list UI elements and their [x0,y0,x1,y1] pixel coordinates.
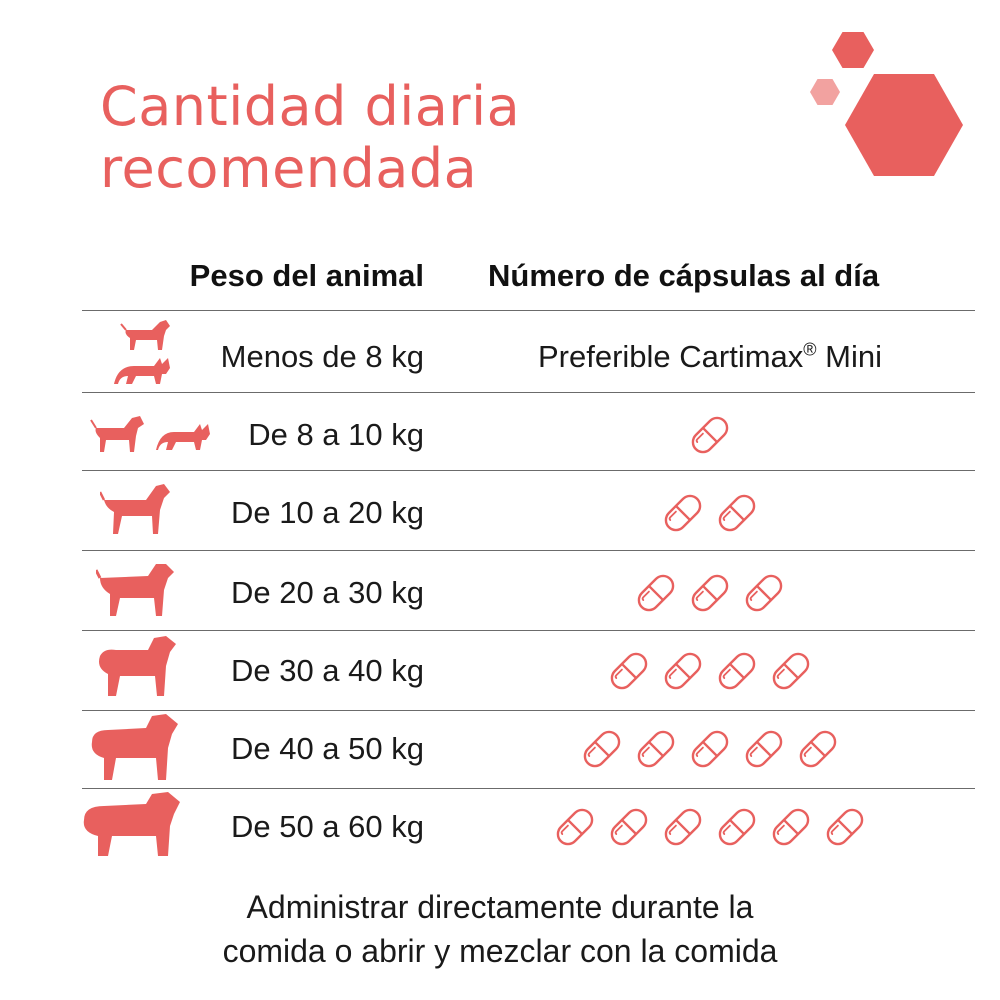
cat-icon [114,358,170,384]
capsule-icon [799,730,837,768]
header-capsules: Número de cápsulas al día [488,258,880,293]
cat-icon [156,424,210,450]
weight-label: Menos de 8 kg [220,339,424,374]
hexagon-small-icon [832,32,874,68]
capsule-icon [745,730,783,768]
medium-dog-icon [100,484,170,534]
weight-label: De 30 a 40 kg [230,653,424,688]
dose-text-main: Preferible Cartimax [537,339,804,374]
row-rule [82,710,975,711]
capsule-icon [664,652,702,690]
animal-icons [80,788,190,866]
large-dog-icon [99,636,176,696]
animal-icons [80,632,190,710]
table-row: De 50 a 60 kg [0,788,1000,866]
registered-mark: ® [803,339,817,360]
row-rule [82,788,975,789]
giant-dog-icon [83,792,180,856]
large-dog-icon [91,714,178,780]
row-rule [82,550,975,551]
row-rule [82,630,975,631]
capsule-icon [610,652,648,690]
table-row: Menos de 8 kg Preferible Cartimax® Mini [0,318,1000,396]
capsule-icon [718,808,756,846]
capsule-icon [826,808,864,846]
footer-line-2: comida o abrir y mezclar con la comida [222,933,778,969]
title-line-2: recomendada [100,137,478,200]
weight-label: De 20 a 30 kg [230,575,424,610]
capsule-icon [691,730,729,768]
animal-icons [80,396,210,474]
table-row: De 20 a 30 kg [0,554,1000,632]
capsule-icon [610,808,648,846]
animal-icons [80,554,190,632]
dose-cell [470,396,950,474]
capsule-icon [637,730,675,768]
capsule-icon [772,808,810,846]
small-dog-icon [120,320,170,350]
small-dog-icon [90,416,144,452]
footer-instructions: Administrar directamente durante la comi… [0,885,1000,973]
capsule-icon [664,808,702,846]
table-row: De 8 a 10 kg [0,396,1000,474]
weight-label: De 50 a 60 kg [230,809,424,844]
capsule-icon [718,652,756,690]
weight-label: De 10 a 20 kg [230,495,424,530]
header-weight: Peso del animal [189,258,424,293]
dose-cell [470,788,950,866]
footer-line-1: Administrar directamente durante la [246,889,754,925]
animal-icons [80,318,190,396]
capsule-icon [664,494,702,532]
dose-text: Preferible Cartimax® Mini [538,339,882,375]
capsule-icon [718,494,756,532]
dog-icon [96,564,174,616]
row-rule [82,470,975,471]
hexagon-light-icon [810,79,840,105]
capsule-icon [637,574,675,612]
capsule-icon [583,730,621,768]
row-rule [82,392,975,393]
dose-cell: Preferible Cartimax® Mini [470,318,950,396]
capsule-icon [691,574,729,612]
hexagon-large-icon [845,74,963,176]
table-row: De 30 a 40 kg [0,632,1000,710]
page-title: Cantidad diaria recomendada [100,76,520,200]
table-row: De 40 a 50 kg [0,710,1000,788]
dose-cell [470,710,950,788]
capsule-icon [556,808,594,846]
header-rule [82,310,975,311]
dose-cell [470,554,950,632]
table-row: De 10 a 20 kg [0,474,1000,552]
capsule-icon [691,416,729,454]
dose-cell [470,474,950,552]
title-line-1: Cantidad diaria [100,75,521,138]
dose-text-suffix: Mini [816,339,883,374]
weight-label: De 40 a 50 kg [230,731,424,766]
dose-cell [470,632,950,710]
capsule-icon [772,652,810,690]
weight-label: De 8 a 10 kg [248,417,424,452]
capsule-icon [745,574,783,612]
animal-icons [80,474,190,552]
animal-icons [80,710,190,788]
